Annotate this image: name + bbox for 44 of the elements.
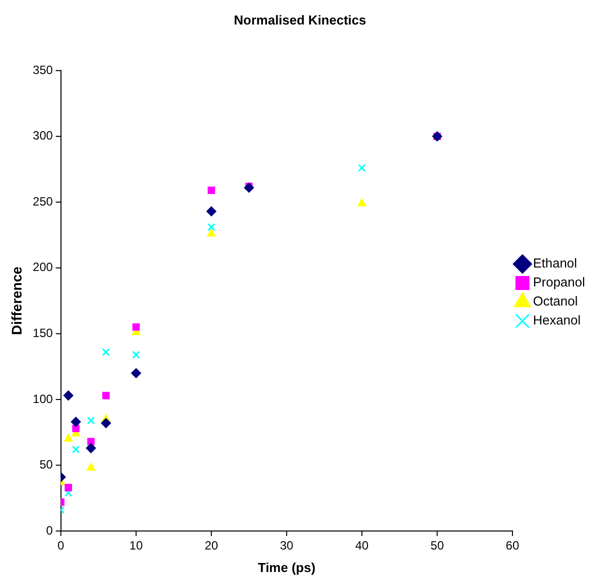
x-tick-label: 0 xyxy=(57,538,64,553)
point xyxy=(64,434,73,442)
point xyxy=(132,350,140,359)
y-tick-label: 100 xyxy=(32,392,54,406)
point xyxy=(207,223,216,232)
point xyxy=(358,198,366,206)
point xyxy=(70,416,81,427)
y-tick-label: 50 xyxy=(39,458,54,472)
y-tick-label: 0 xyxy=(46,523,54,538)
x-tick-label: 50 xyxy=(430,538,444,553)
point xyxy=(131,368,142,378)
x-tick-label: 30 xyxy=(280,538,294,553)
point xyxy=(86,443,96,454)
point xyxy=(358,164,366,172)
x-axis-title: Time (ps) xyxy=(258,560,316,575)
y-tick-label: 300 xyxy=(32,128,54,143)
point xyxy=(206,228,216,236)
y-tick-label: 200 xyxy=(32,260,54,274)
point xyxy=(63,390,74,401)
point xyxy=(132,323,140,331)
legend-label: Propanol xyxy=(532,274,586,290)
chart-title: Normalised Kinectics xyxy=(234,12,366,28)
point xyxy=(102,392,110,400)
x-tick-label: 20 xyxy=(204,538,218,553)
legend-label: Ethanol xyxy=(532,256,578,271)
legend-label: Hexanol xyxy=(532,312,581,328)
point xyxy=(206,206,216,216)
x-tick-label: 10 xyxy=(129,538,144,553)
point xyxy=(64,484,72,492)
x-tick-label: 60 xyxy=(506,538,520,553)
y-tick-label: 150 xyxy=(32,326,54,340)
legend-label: Octanol xyxy=(532,294,578,309)
x-tick-label: 40 xyxy=(355,538,369,553)
point xyxy=(102,348,110,356)
y-tick-label: 350 xyxy=(32,62,54,77)
y-axis-title: Difference xyxy=(8,266,24,336)
point xyxy=(72,446,80,454)
point xyxy=(87,416,95,424)
point xyxy=(72,424,80,432)
point xyxy=(244,182,254,193)
point xyxy=(86,462,96,471)
y-tick-label: 250 xyxy=(32,194,54,208)
point xyxy=(100,418,111,428)
point xyxy=(208,186,216,194)
